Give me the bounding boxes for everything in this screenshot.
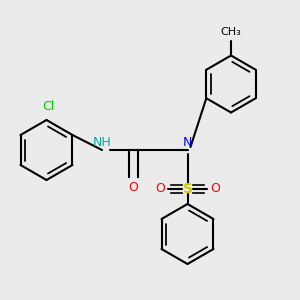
- Text: O: O: [155, 182, 165, 196]
- Text: O: O: [129, 181, 138, 194]
- Text: S: S: [182, 182, 193, 196]
- Text: O: O: [210, 182, 220, 196]
- Text: NH: NH: [93, 136, 111, 148]
- Text: N: N: [183, 136, 192, 148]
- Text: Cl: Cl: [42, 100, 54, 112]
- Text: CH₃: CH₃: [220, 27, 242, 37]
